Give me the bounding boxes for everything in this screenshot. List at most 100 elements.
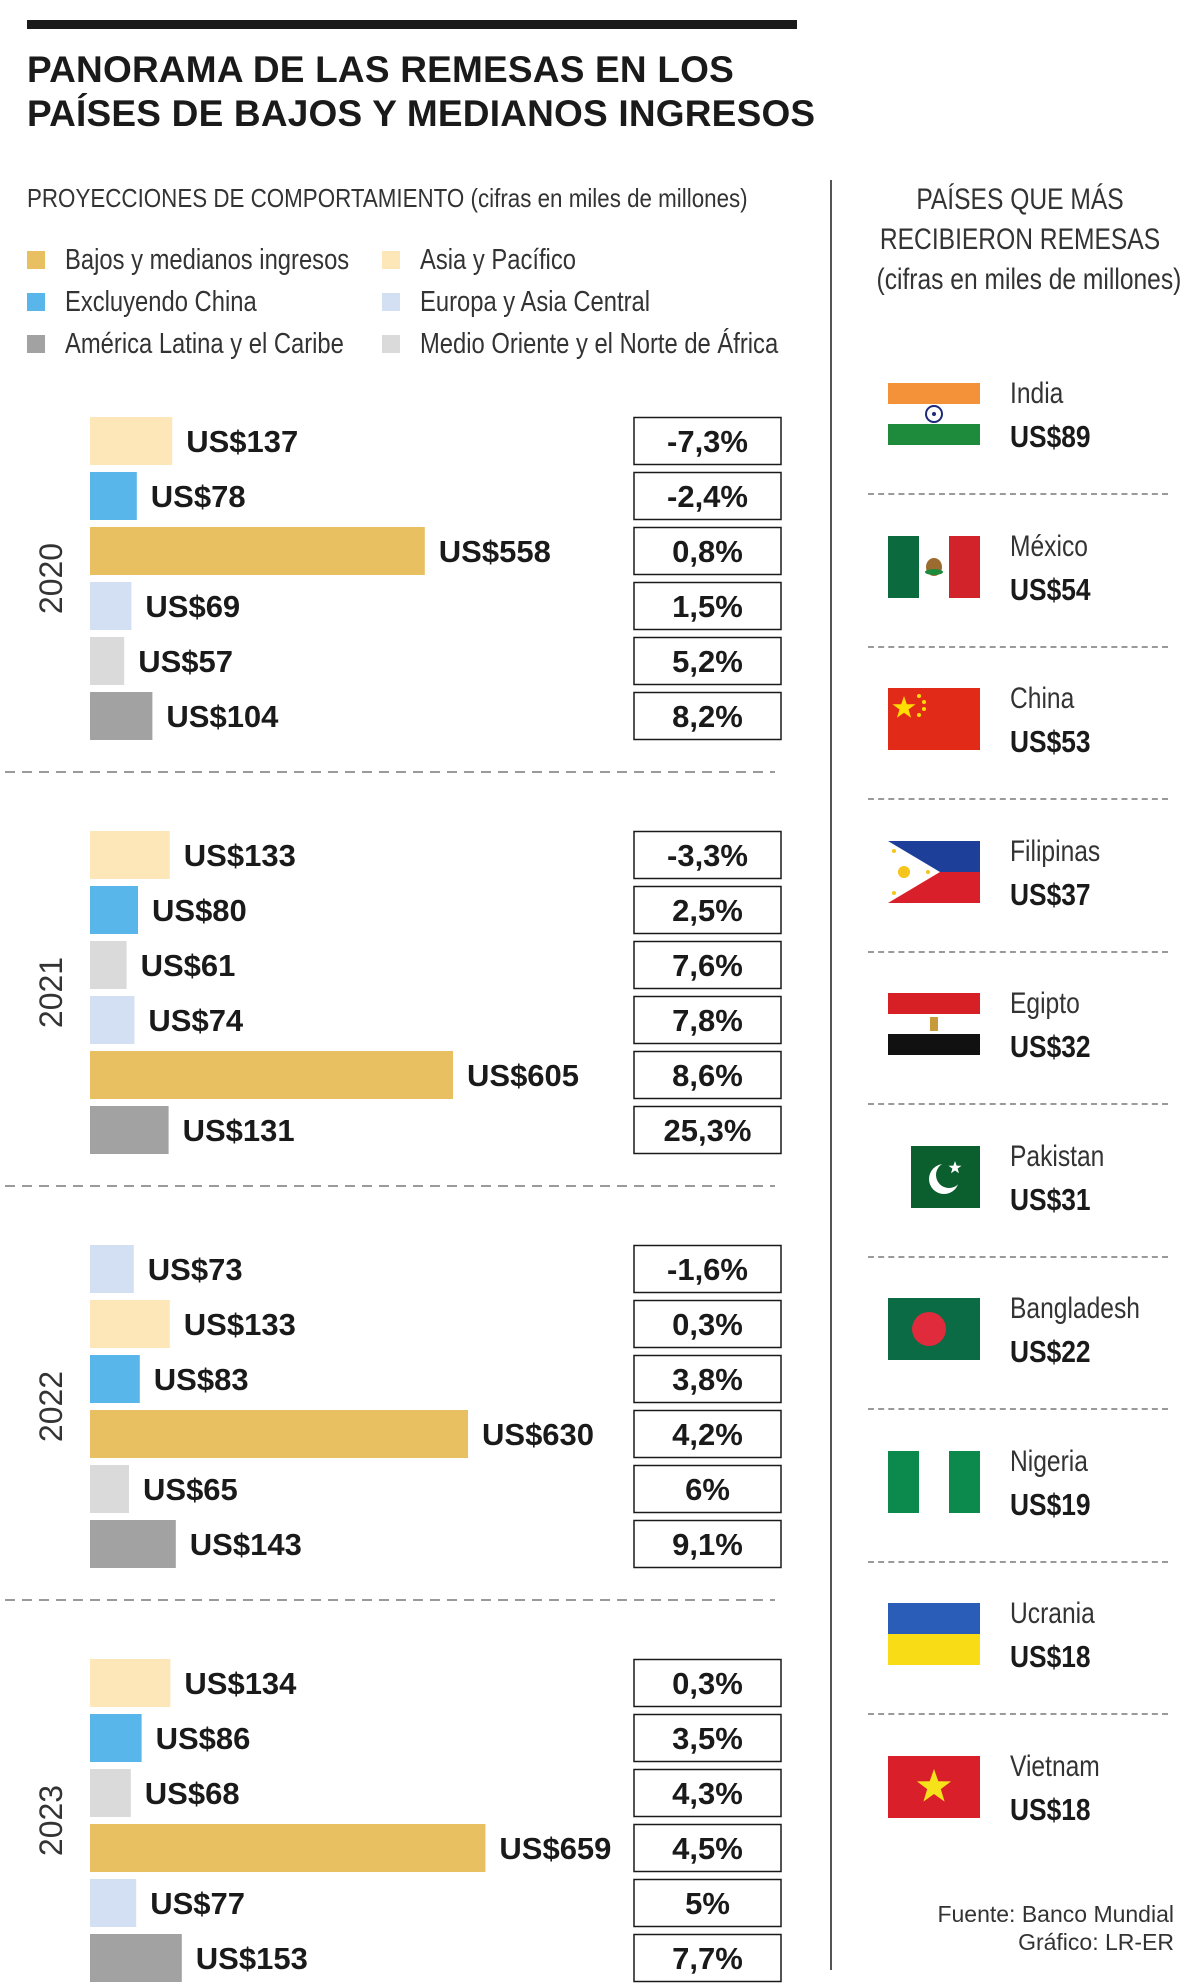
change-box	[633, 1823, 782, 1873]
legend-swatch	[27, 251, 45, 269]
change-label: -1,6%	[667, 1252, 748, 1287]
change-box	[633, 1464, 782, 1514]
bar	[90, 1410, 468, 1458]
change-label: 9,1%	[672, 1527, 743, 1562]
country-item: Filipinas US$37	[888, 833, 1188, 923]
legend-swatch	[27, 335, 45, 353]
country-name: Filipinas	[1010, 835, 1101, 868]
change-box	[633, 1658, 782, 1708]
bar	[90, 417, 173, 465]
change-box	[633, 1105, 782, 1155]
bar-value-label: US$630	[482, 1417, 594, 1452]
legend-swatch	[382, 335, 400, 353]
change-box	[633, 1519, 782, 1569]
change-label: 5%	[685, 1886, 730, 1921]
bar	[90, 1879, 137, 1927]
legend-item-medio-oriente: Medio Oriente y el Norte de África	[382, 324, 857, 364]
change-box	[633, 1933, 782, 1983]
bar	[90, 996, 135, 1044]
country-name: Bangladesh	[1010, 1292, 1140, 1325]
change-box	[633, 885, 782, 935]
source-line: Fuente: Banco Mundial	[937, 1901, 1174, 1927]
bar	[90, 1714, 142, 1762]
country-separator	[868, 1256, 1168, 1258]
change-box	[633, 1244, 782, 1294]
philippines-flag	[888, 841, 980, 903]
legend-label: Medio Oriente y el Norte de África	[420, 327, 779, 360]
credit-line: Gráfico: LR-ER	[1018, 1929, 1174, 1955]
bar-value-label: US$73	[148, 1252, 243, 1287]
bar	[90, 637, 125, 685]
change-label: 25,3%	[664, 1113, 752, 1148]
year-label: 2023	[33, 1785, 69, 1856]
country-separator	[868, 493, 1168, 495]
change-label: 8,6%	[672, 1058, 743, 1093]
bar	[90, 831, 170, 879]
bar-value-label: US$558	[439, 534, 551, 569]
country-item: México US$54	[888, 528, 1188, 618]
country-name: México	[1010, 530, 1088, 563]
change-label: 8,2%	[672, 699, 743, 734]
legend-label: Europa y Asia Central	[420, 285, 650, 318]
change-box	[633, 691, 782, 741]
country-item: Egipto US$32	[888, 985, 1188, 1075]
country-item: Pakistan US$31	[888, 1138, 1188, 1228]
change-box	[633, 416, 782, 466]
bar	[90, 1769, 131, 1817]
country-item: Nigeria US$19	[888, 1443, 1188, 1533]
mexico-flag	[888, 536, 980, 598]
change-box	[633, 581, 782, 631]
right-panel-title: PAÍSES QUE MÁS RECIBIERON REMESAS (cifra…	[845, 180, 1195, 300]
country-name: Vietnam	[1010, 1750, 1100, 1783]
legend-label: Excluyendo China	[65, 285, 257, 318]
country-name: Pakistan	[1010, 1140, 1105, 1173]
country-separator	[868, 1408, 1168, 1410]
bar-value-label: US$78	[151, 479, 246, 514]
bar-value-label: US$143	[190, 1527, 302, 1562]
source-note: Fuente: Banco Mundial Gráfico: LR-ER	[937, 1900, 1174, 1956]
legend-item-asia-pacifico: Asia y Pacífico	[382, 240, 610, 280]
egypt-flag	[888, 993, 980, 1055]
right-title-line-2: RECIBIERON REMESAS	[879, 223, 1161, 256]
bar-value-label: US$659	[499, 1831, 611, 1866]
bar-value-label: US$61	[141, 948, 236, 983]
bar-value-label: US$153	[196, 1941, 308, 1976]
country-name: India	[1010, 377, 1064, 410]
change-label: 7,7%	[672, 1941, 743, 1976]
bar	[90, 1824, 486, 1872]
change-box	[633, 471, 782, 521]
bar-value-label: US$57	[138, 644, 233, 679]
country-item: Ucrania US$18	[888, 1595, 1188, 1685]
bar	[90, 692, 153, 740]
bar	[90, 1051, 453, 1099]
change-box	[633, 1050, 782, 1100]
country-value: US$22	[1010, 1334, 1091, 1369]
bar-value-label: US$131	[183, 1113, 295, 1148]
nigeria-flag	[888, 1451, 980, 1513]
right-title-line-1: PAÍSES QUE MÁS	[916, 183, 1124, 216]
country-item: Bangladesh US$22	[888, 1290, 1188, 1380]
change-box	[633, 830, 782, 880]
change-label: 0,8%	[672, 534, 743, 569]
change-box	[633, 995, 782, 1045]
legend-label: América Latina y el Caribe	[65, 327, 344, 360]
bar-value-label: US$133	[184, 838, 296, 873]
bar-value-label: US$104	[166, 699, 279, 734]
change-label: -3,3%	[667, 838, 748, 873]
china-flag	[888, 688, 980, 750]
country-value: US$19	[1010, 1487, 1091, 1522]
country-item: India US$89	[888, 375, 1188, 465]
change-box	[633, 940, 782, 990]
change-label: 3,8%	[672, 1362, 743, 1397]
right-title-line-3: (cifras en miles de millones)	[876, 263, 1182, 296]
bar	[90, 527, 425, 575]
country-separator	[868, 646, 1168, 648]
legend-swatch	[382, 293, 400, 311]
change-box	[633, 1878, 782, 1928]
change-label: 7,6%	[672, 948, 743, 983]
change-label: 0,3%	[672, 1307, 743, 1342]
legend-item-excluyendo-china: Excluyendo China	[27, 282, 299, 322]
bar	[90, 1520, 176, 1568]
change-box	[633, 1713, 782, 1763]
pakistan-flag	[888, 1146, 980, 1208]
